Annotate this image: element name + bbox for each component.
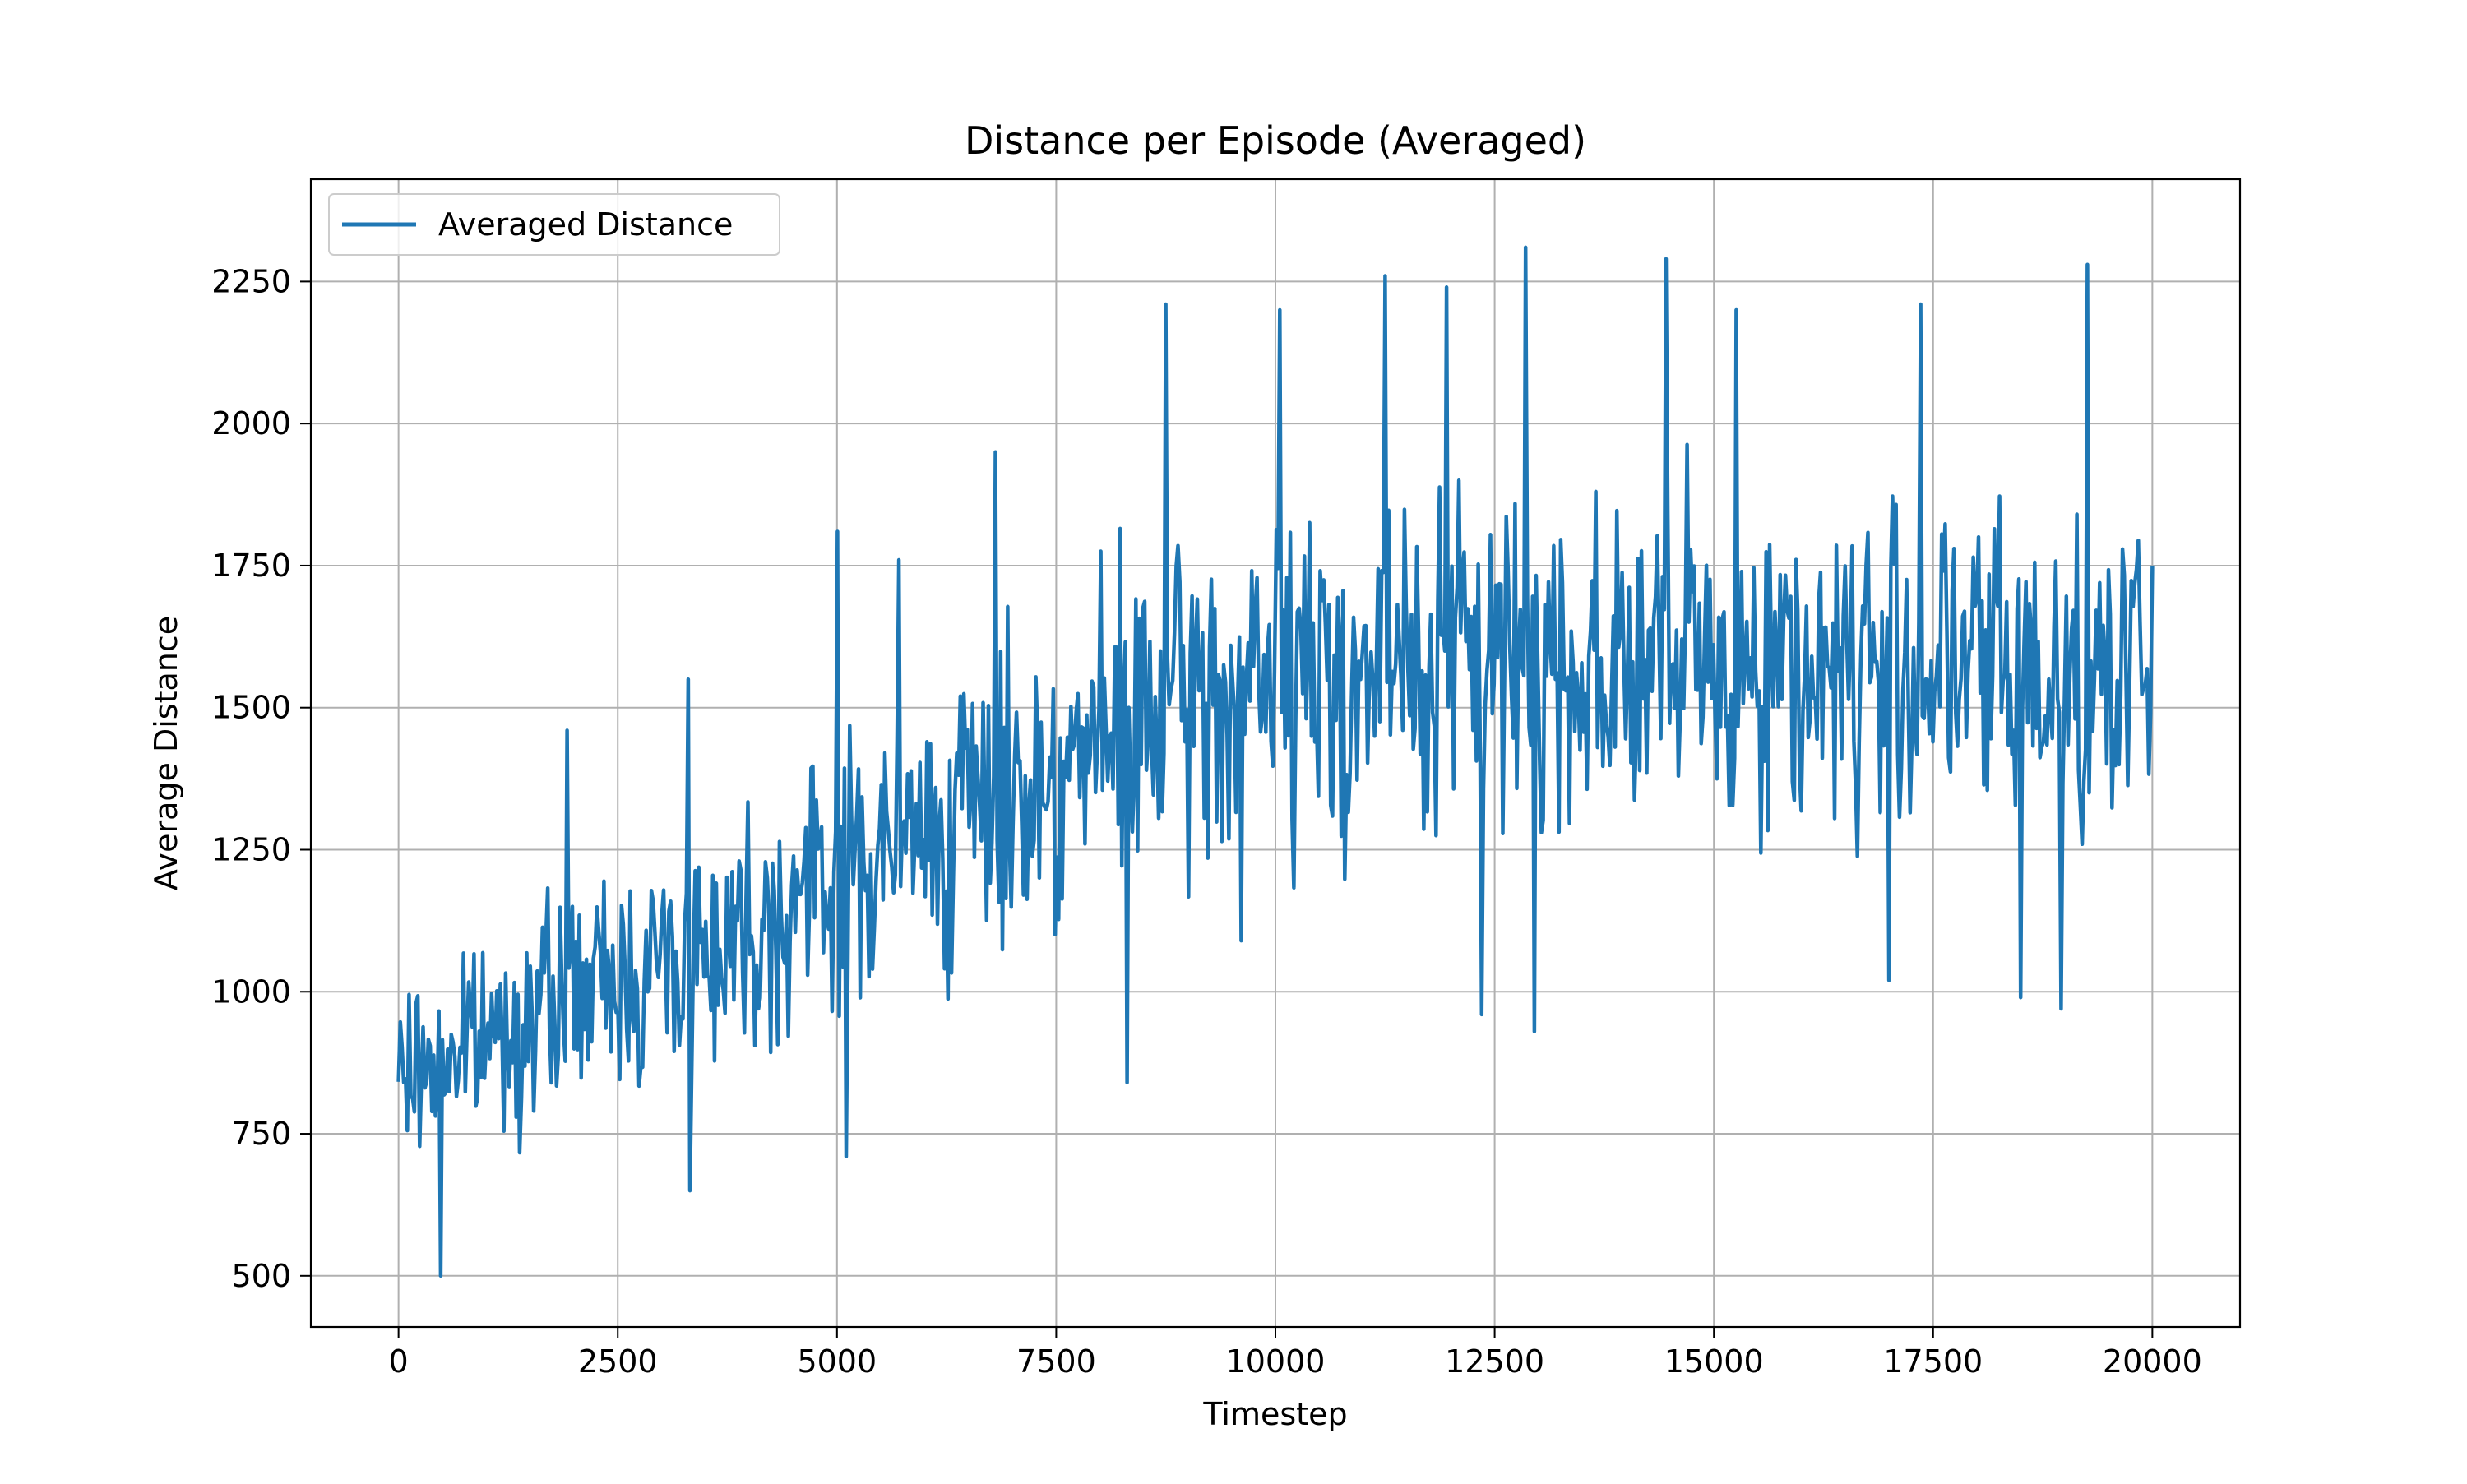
y-tick-label: 1000	[211, 973, 291, 1010]
y-axis: 500 750 1000 1250 1500 1750 2000 2250	[211, 263, 311, 1294]
x-axis-label: Timestep	[1202, 1396, 1347, 1432]
x-tick-label: 5000	[797, 1343, 877, 1380]
x-tick-label: 0	[389, 1343, 409, 1380]
y-tick-label: 1750	[211, 548, 291, 584]
x-tick-label: 20000	[2103, 1343, 2202, 1380]
x-tick-label: 17500	[1883, 1343, 1983, 1380]
y-tick-label: 500	[231, 1258, 291, 1294]
y-tick-label: 2250	[211, 263, 291, 299]
x-axis: 0 2500 5000 7500 10000 12500 15000 17500 20000	[389, 1327, 2202, 1380]
y-tick-label: 750	[231, 1116, 291, 1152]
x-tick-label: 10000	[1226, 1343, 1326, 1380]
y-tick-label: 1500	[211, 690, 291, 726]
chart-title: Distance per Episode (Averaged)	[965, 118, 1586, 163]
y-axis-label: Average Distance	[148, 616, 184, 890]
series-line-averaged-distance	[396, 245, 2155, 1278]
x-tick-label: 15000	[1664, 1343, 1764, 1380]
legend: Averaged Distance	[328, 193, 780, 256]
x-tick-label: 12500	[1445, 1343, 1544, 1380]
legend-box	[328, 193, 780, 256]
x-tick-label: 7500	[1016, 1343, 1096, 1380]
series-layer	[396, 245, 2155, 1278]
y-tick-label: 2000	[211, 405, 291, 442]
y-tick-label: 1250	[211, 831, 291, 867]
x-tick-label: 2500	[578, 1343, 658, 1380]
legend-label: Averaged Distance	[438, 206, 733, 243]
